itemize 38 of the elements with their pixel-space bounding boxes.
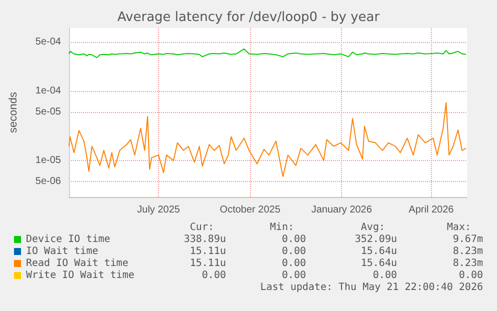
text: 0.00 xyxy=(282,258,306,270)
text: 0.00 xyxy=(282,246,306,258)
text: 8.23m xyxy=(452,246,483,258)
y-tick-label: 5e-04 xyxy=(35,36,62,48)
text: Min: xyxy=(270,222,294,234)
x-tick-label: July 2025 xyxy=(137,204,180,216)
legend-label: Device IO time xyxy=(26,234,110,246)
text: 9.67m xyxy=(452,234,483,246)
text: Max: xyxy=(446,222,471,234)
line-series xyxy=(68,48,467,58)
x-tick-label: April 2026 xyxy=(408,204,454,216)
text: 0.00 xyxy=(458,270,483,282)
legend-label: Read IO Wait time xyxy=(26,258,128,270)
y-tick-label: 5e-06 xyxy=(35,176,62,188)
text: 15.11u xyxy=(190,258,226,270)
legend-label: Write IO Wait time xyxy=(26,270,134,282)
y-axis-title: seconds xyxy=(8,92,20,133)
text: Cur: xyxy=(190,222,214,234)
text: 0.00 xyxy=(282,270,306,282)
text: Avg: xyxy=(360,222,385,234)
text: 0.00 xyxy=(372,270,397,282)
text: 0.00 xyxy=(202,270,226,282)
x-tick-label: October 2025 xyxy=(220,204,281,216)
y-tick-label: 1e-04 xyxy=(35,85,62,96)
text: 15.64u xyxy=(360,246,397,258)
text: Last update: Thu May 21 22:00:40 2026 xyxy=(260,282,483,294)
legend-label: IO Wait time xyxy=(26,246,98,258)
text: 338.89u xyxy=(184,234,226,246)
y-tick-label: 5e-05 xyxy=(35,106,62,118)
text: 8.23m xyxy=(452,258,483,270)
text: 0.00 xyxy=(282,234,306,246)
line-series xyxy=(68,102,467,178)
text: 352.09u xyxy=(354,234,397,246)
y-tick-label: 1e-05 xyxy=(35,155,62,166)
text: 15.64u xyxy=(360,258,397,270)
chart-title: Average latency for /dev/loop0 - by year xyxy=(117,10,380,25)
x-tick-label: January 2026 xyxy=(311,204,372,216)
text: 15.11u xyxy=(190,246,226,258)
